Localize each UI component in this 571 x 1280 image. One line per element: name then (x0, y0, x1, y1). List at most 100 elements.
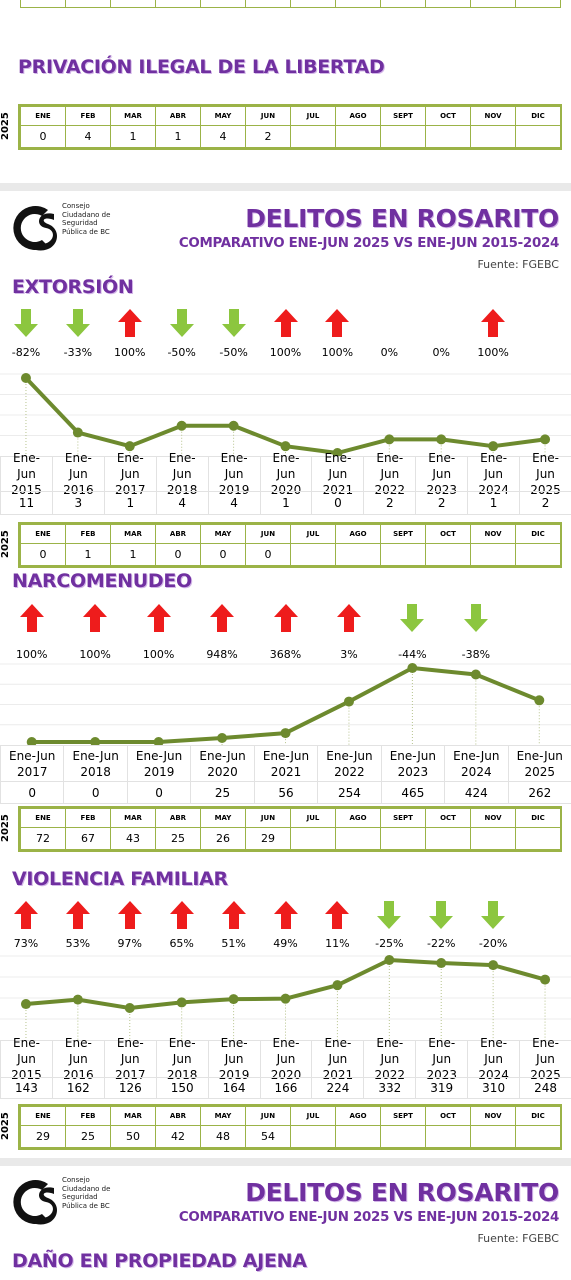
change-label: 100% (269, 346, 302, 359)
arrow-up (273, 901, 298, 929)
arrow-down (65, 309, 90, 337)
period-label: Ene-Jun 2024 (467, 451, 521, 497)
period-value: 4 (207, 491, 261, 515)
arrow-down (481, 901, 506, 929)
logo-s (36, 1187, 58, 1225)
period-value: 1 (467, 491, 521, 515)
arrow-up (336, 604, 361, 632)
arrow-up (221, 901, 246, 929)
arrow-shape (210, 604, 235, 632)
arrow-shape (221, 309, 246, 337)
table-cell (110, 0, 156, 8)
period-label: Ene-Jun 2020 (259, 451, 313, 497)
source: Fuente: FGEBC (477, 258, 559, 271)
period-value: 56 (253, 781, 319, 804)
period-label: Ene-Jun 2018 (155, 451, 209, 497)
period-label: Ene-Jun 2021 (253, 745, 319, 782)
logo-s (36, 213, 58, 251)
arrow-down (13, 309, 38, 337)
change-label: -22% (427, 937, 456, 950)
year-label: 2025 (0, 1112, 11, 1140)
arrow-shape (463, 604, 488, 632)
period-value: 0 (126, 781, 192, 804)
period-value: 0 (311, 491, 365, 515)
change-label: 100% (79, 648, 111, 661)
arrow-up (83, 604, 108, 632)
arrow-up (210, 604, 235, 632)
point (488, 441, 499, 452)
point (217, 733, 228, 744)
arrow-shape (19, 604, 44, 632)
header-subtitle: COMPARATIVO ENE-JUN 2025 VS ENE-JUN 2015… (178, 1210, 559, 1225)
table-border (18, 104, 562, 150)
period-label: Ene-Jun 2017 (0, 745, 65, 782)
line-chart (0, 373, 571, 456)
year-label: 2025 (0, 814, 11, 842)
period-label: Ene-Jun 2025 (519, 1036, 571, 1082)
header-subtitle: COMPARATIVO ENE-JUN 2025 VS ENE-JUN 2015… (178, 236, 559, 251)
point (280, 441, 291, 452)
year-label: 2025 (0, 530, 11, 558)
arrow-up (325, 901, 350, 929)
point (228, 994, 239, 1005)
header-title: DELITOS EN ROSARITO (245, 204, 559, 233)
period-label: Ene-Jun 2022 (317, 745, 382, 782)
arrow-up (273, 604, 298, 632)
arrow-down (377, 901, 402, 929)
line-chart (0, 955, 571, 1040)
arrow-shape (169, 901, 194, 929)
change-label: -82% (11, 346, 41, 359)
period-value: 254 (317, 781, 382, 804)
arrow-down (221, 309, 246, 337)
point (124, 441, 135, 452)
point (540, 974, 551, 985)
change-label: 3% (340, 648, 358, 661)
period-label: Ene-Jun 2024 (444, 745, 509, 782)
period-label: Ene-Jun 2015 (0, 451, 53, 497)
point (26, 737, 37, 745)
arrow-shape (273, 309, 298, 337)
period-label: Ene-Jun 2022 (363, 1036, 417, 1082)
point (228, 420, 239, 431)
section-title: PRIVACIÓN ILEGAL DE LA LIBERTAD (18, 56, 385, 78)
change-label: -33% (63, 346, 93, 359)
change-label: 100% (477, 346, 509, 359)
period-value: 248 (519, 1077, 571, 1099)
arrow-up (65, 901, 90, 929)
header-title: DELITOS EN ROSARITO (245, 1178, 559, 1207)
period-label: Ene-Jun 2017 (103, 1036, 157, 1082)
point (20, 373, 31, 383)
year-label: 2025 (0, 112, 11, 140)
table-cell (200, 0, 246, 8)
period-label: Ene-Jun 2023 (415, 451, 469, 497)
arrow-shape (117, 901, 142, 929)
period-label: Ene-Jun 2025 (507, 745, 571, 782)
table-cell (470, 0, 516, 8)
arrow-shape (117, 309, 142, 337)
period-label: Ene-Jun 2020 (190, 745, 255, 782)
change-label: 97% (117, 937, 142, 950)
arrow-shape (13, 309, 38, 337)
arrow-up (117, 901, 142, 929)
point (384, 955, 395, 965)
period-value: 11 (0, 491, 53, 515)
table-cell (425, 0, 471, 8)
period-value: 310 (467, 1077, 521, 1099)
period-value: 1 (259, 491, 313, 515)
point (332, 448, 343, 456)
point (90, 737, 101, 745)
arrow-down (169, 309, 194, 337)
section-title: VIOLENCIA FAMILIAR (12, 868, 228, 890)
section-title: NARCOMENUDEO (12, 570, 192, 592)
period-label: Ene-Jun 2019 (207, 451, 261, 497)
arrow-up (273, 309, 298, 337)
point (124, 1003, 135, 1013)
period-label: Ene-Jun 2021 (311, 451, 365, 497)
period-value: 4 (155, 491, 209, 515)
arrow-shape (400, 604, 425, 632)
point (436, 958, 447, 969)
arrow-shape (481, 901, 506, 929)
arrow-down (400, 604, 425, 632)
period-value: 166 (259, 1077, 313, 1099)
arrow-up (325, 309, 350, 337)
